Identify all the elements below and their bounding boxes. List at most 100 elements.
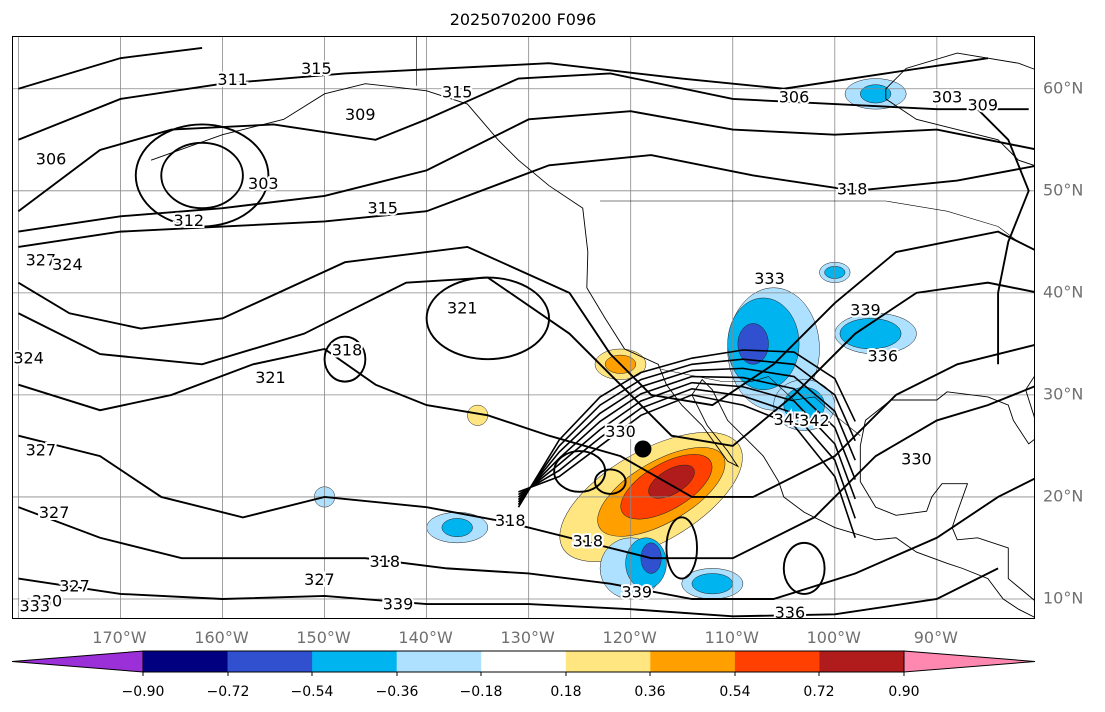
- contour-line: [517, 367, 856, 503]
- colorbar-tick-label: 0.90: [888, 684, 920, 700]
- contour-line: [17, 72, 1029, 212]
- longitude-tick-label: 140°W: [398, 628, 453, 647]
- us-mexico-border: [661, 369, 861, 436]
- contour-label: 327: [59, 576, 90, 595]
- contour-line: [18, 567, 999, 618]
- contour-label: 309: [967, 96, 998, 115]
- anomaly-shading: [737, 323, 769, 365]
- contour-line: [517, 375, 856, 501]
- colorbar-tick-label: −0.90: [121, 684, 165, 700]
- longitude-tick-label: 130°W: [500, 628, 555, 647]
- colorbar: [11, 650, 1036, 676]
- longitude-tick-label: 120°W: [602, 628, 657, 647]
- contour-label: 312: [174, 211, 205, 230]
- colorbar-segment: [481, 651, 567, 672]
- contour-label: 327: [26, 251, 57, 270]
- latitude-tick-label: 60°N: [1043, 78, 1084, 98]
- closed-contour: [782, 541, 826, 595]
- contour-label: 342: [799, 411, 830, 430]
- colorbar-segment: [734, 651, 820, 672]
- contour-label: 345: [774, 410, 805, 429]
- latitude-tick-label: 20°N: [1043, 486, 1084, 506]
- colorbar-segment: [227, 651, 313, 672]
- marker-layer: [634, 440, 652, 458]
- contour-label: 303: [932, 87, 963, 106]
- closed-contour: [134, 123, 270, 228]
- closed-contour: [594, 468, 627, 495]
- longitude-tick-label: 110°W: [704, 628, 759, 647]
- colorbar-segment: [819, 651, 905, 672]
- graticule-layer: [13, 37, 1034, 618]
- us-canada-border: [600, 200, 1034, 250]
- contour-label: 327: [26, 441, 57, 460]
- contour-label: 339: [383, 595, 414, 614]
- contour-label: 321: [447, 299, 478, 318]
- contour-line: [18, 110, 1034, 233]
- contour-label: 327: [304, 570, 335, 589]
- contour-label: 333: [19, 597, 50, 616]
- colorbar-segment: [565, 651, 651, 672]
- contour-label: 339: [622, 582, 653, 601]
- anomaly-shading: [648, 464, 695, 499]
- contour-label: 330: [32, 592, 63, 611]
- latitude-tick-label: 30°N: [1043, 384, 1084, 404]
- colorbar-tick-label: 0.18: [550, 684, 582, 700]
- longitude-tick-label: 90°W: [913, 628, 958, 647]
- colorbar-segment: [143, 651, 229, 672]
- contour-line: [517, 349, 856, 508]
- contour-line: [18, 477, 1034, 600]
- anomaly-shading: [441, 518, 473, 537]
- contour-label: 336: [775, 603, 806, 619]
- contour-label: 333: [754, 269, 785, 288]
- contour-line: [517, 358, 856, 506]
- contour-label: 303: [248, 174, 279, 193]
- contour-line: [18, 57, 989, 141]
- contour-label: 306: [779, 87, 810, 106]
- colorbar-tick-label: −0.18: [459, 684, 503, 700]
- closed-contour: [425, 276, 551, 361]
- colorbar-tick-label: 0.72: [803, 684, 835, 700]
- contour-label: 315: [301, 59, 332, 78]
- contour-line: [518, 394, 856, 539]
- colorbar-segment: [396, 651, 482, 672]
- colorbar-segment: [650, 651, 736, 672]
- contour-line: [517, 381, 856, 500]
- closed-contour: [323, 335, 367, 383]
- map-title: 2025070200 F096: [449, 10, 597, 29]
- closed-contour: [665, 516, 698, 580]
- contour-line: [18, 344, 1034, 498]
- closed-contour: [160, 141, 244, 210]
- contour-label: 321: [255, 368, 286, 387]
- contour-label: 311: [217, 70, 248, 89]
- contour-label: 327: [39, 503, 70, 522]
- contour-line: [18, 46, 203, 90]
- longitude-tick-label: 170°W: [92, 628, 147, 647]
- colorbar-segment: [312, 651, 398, 672]
- contour-label: 324: [13, 349, 44, 368]
- contour-label: 309: [345, 105, 376, 124]
- colorbar-tick-label: 0.36: [634, 684, 666, 700]
- contour-label: 318: [837, 179, 868, 198]
- latitude-tick-label: 50°N: [1043, 180, 1084, 200]
- longitude-tick-label: 160°W: [194, 628, 249, 647]
- contour-label: 315: [442, 82, 473, 101]
- contour-label: 324: [52, 255, 83, 274]
- contour-line: [518, 387, 856, 519]
- contour-label: 306: [36, 150, 67, 169]
- contour-line-layer: [17, 46, 1034, 618]
- contour-label: 315: [367, 199, 398, 218]
- shaded-field-layer: [314, 78, 917, 600]
- contour-label: 318: [332, 341, 363, 360]
- contour-label: 330: [605, 422, 636, 441]
- contour-label: 339: [850, 301, 881, 320]
- colorbar-under-extend: [11, 650, 144, 673]
- coastline: [150, 83, 1034, 618]
- hudson-bay-shoreline: [885, 52, 1034, 166]
- colorbar-tick-label: −0.54: [290, 684, 334, 700]
- colorbar-over-extend: [903, 650, 1036, 673]
- closed-contour: [553, 450, 607, 493]
- colorbar-tick-label: 0.54: [719, 684, 751, 700]
- contour-line: [976, 108, 1030, 365]
